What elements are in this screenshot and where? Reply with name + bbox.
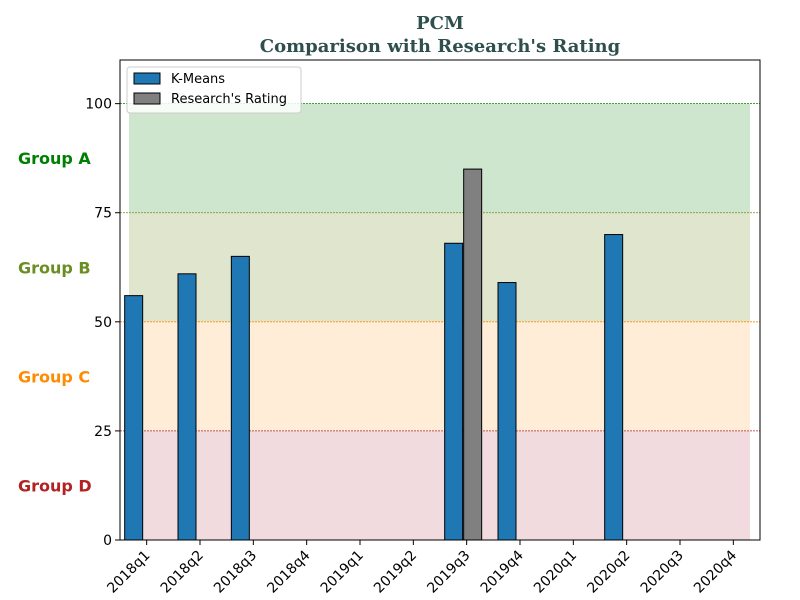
- legend-swatch-research-s-rating: [133, 92, 161, 105]
- y-tick-label: 25: [94, 424, 112, 440]
- band-group-a: [129, 103, 750, 213]
- y-tick-label: 75: [94, 206, 112, 222]
- legend-box: [126, 66, 302, 114]
- group-labels: Group A Group B Group C Group D: [18, 149, 92, 495]
- chart-subtitle: Comparison with Research's Rating: [260, 36, 621, 57]
- band-group-c: [129, 321, 750, 431]
- x-tick-label: 2020q3: [638, 548, 687, 597]
- x-tick-label: 2019q1: [318, 548, 367, 597]
- group-label-group-b: Group B: [18, 258, 91, 277]
- x-tick-label: 2019q3: [424, 548, 473, 597]
- bar-k-means-2018q1: [124, 295, 144, 541]
- x-tick-label: 2020q4: [691, 547, 740, 596]
- bar-research-s-rating-2019q3: [463, 168, 483, 541]
- x-tick-label: 2020q2: [584, 548, 633, 597]
- group-label-group-c: Group C: [18, 367, 90, 386]
- group-bands: [120, 103, 760, 540]
- bar-k-means-2018q2: [177, 273, 197, 541]
- y-tick-label: 50: [94, 315, 112, 331]
- x-tick-label: 2019q4: [478, 547, 527, 596]
- x-axis: 2018q1 2018q2 2018q3 2018q4 2019q1 2019q2 2019…: [104, 540, 740, 597]
- y-axis: 0 25 50 75 100: [85, 97, 120, 549]
- legend: K-Means Research's Rating: [126, 66, 302, 114]
- x-tick-label: 2018q2: [158, 548, 207, 597]
- x-tick-label: 2018q3: [211, 548, 260, 597]
- x-tick-label: 2019q2: [371, 548, 420, 597]
- bars: [124, 168, 624, 541]
- y-tick-label: 100: [85, 97, 112, 113]
- x-tick-label: 2020q1: [531, 548, 580, 597]
- x-tick-label: 2018q4: [264, 547, 313, 596]
- plot-frame: [119, 59, 761, 541]
- bar-k-means-2020q2: [604, 234, 624, 541]
- legend-label-k-means: K-Means: [171, 72, 225, 87]
- bar-k-means-2019q4: [497, 282, 517, 541]
- group-label-group-d: Group D: [18, 476, 92, 495]
- legend-swatch-k-means: [133, 72, 161, 85]
- y-tick-label: 0: [103, 533, 112, 549]
- bar-k-means-2018q3: [230, 255, 250, 541]
- group-label-group-a: Group A: [18, 149, 91, 168]
- band-group-d: [129, 430, 750, 540]
- bar-k-means-2019q3: [444, 242, 464, 541]
- band-group-b: [129, 212, 750, 322]
- chart-title: PCM: [416, 13, 464, 34]
- x-tick-label: 2018q1: [104, 548, 153, 597]
- legend-label-research-s-rating: Research's Rating: [171, 92, 287, 107]
